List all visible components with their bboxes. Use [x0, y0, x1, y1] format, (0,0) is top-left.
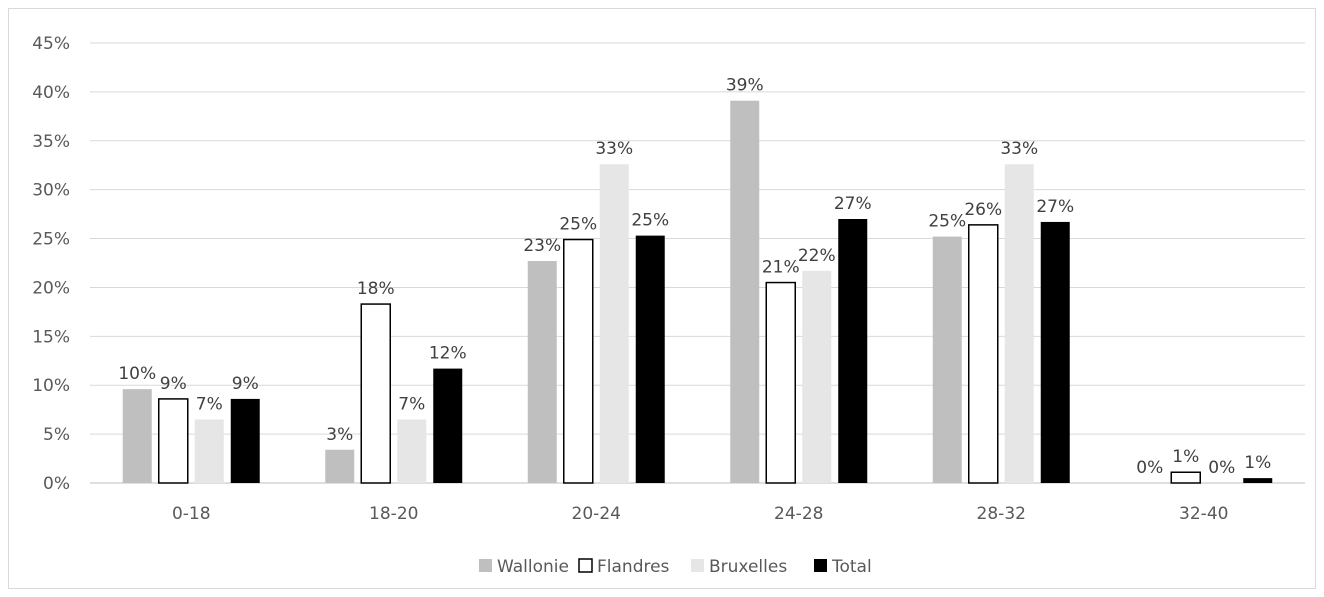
- y-tick-label: 0%: [43, 474, 70, 494]
- bar-total-24-28: [838, 219, 868, 483]
- bar-flandres-20-24: [563, 238, 594, 484]
- bar-total-18-20: [433, 368, 463, 483]
- data-label: 21%: [762, 258, 800, 278]
- bar-total-0-18: [230, 398, 260, 483]
- bar-wallonie-24-28: [730, 100, 760, 483]
- x-tick-label: 32-40: [1179, 504, 1228, 524]
- x-tick-label: 28-32: [977, 504, 1026, 524]
- data-label: 25%: [559, 215, 597, 235]
- bars: [122, 100, 1273, 484]
- x-tick-label: 20-24: [572, 504, 621, 524]
- data-label: 9%: [160, 374, 187, 394]
- y-tick-label: 35%: [32, 132, 70, 152]
- chart-frame: [8, 8, 1316, 589]
- data-label: 0%: [1208, 458, 1235, 478]
- data-label: 0%: [1136, 458, 1163, 478]
- bar-flandres-0-18: [158, 398, 189, 484]
- bar-wallonie-0-18: [122, 389, 152, 483]
- y-tick-label: 15%: [32, 327, 70, 347]
- legend-swatch-wallonie: [479, 559, 492, 572]
- data-label: 12%: [429, 344, 467, 364]
- legend: Wallonie Flandres Bruxelles Total: [479, 557, 872, 577]
- y-tick-label: 20%: [32, 278, 70, 298]
- y-tick-label: 5%: [43, 425, 70, 445]
- y-tick-label: 10%: [32, 376, 70, 396]
- bar-total-32-40: [1243, 478, 1273, 483]
- legend-swatch-flandres: [578, 558, 593, 573]
- data-label: 1%: [1244, 453, 1271, 473]
- bar-flandres-32-40: [1170, 471, 1201, 484]
- data-label: 26%: [964, 200, 1002, 220]
- data-label: 27%: [1036, 197, 1074, 217]
- y-tick-label: 25%: [32, 230, 70, 250]
- data-label: 22%: [798, 246, 836, 266]
- gridlines: [90, 42, 1305, 484]
- bar-flandres-28-32: [968, 224, 999, 484]
- bar-wallonie-28-32: [932, 236, 962, 483]
- data-label: 7%: [398, 394, 425, 414]
- bar-total-28-32: [1040, 221, 1070, 483]
- bar-bruxelles-20-24: [599, 164, 629, 483]
- bar-total-20-24: [635, 235, 665, 483]
- data-label: 10%: [118, 364, 156, 384]
- bar-bruxelles-18-20: [397, 419, 427, 483]
- data-label: 23%: [523, 236, 561, 256]
- data-label: 3%: [326, 425, 353, 445]
- data-label: 1%: [1172, 447, 1199, 467]
- y-tick-label: 30%: [32, 181, 70, 201]
- y-axis-tick-labels: 0% 5% 10% 15% 20% 25% 30% 35% 40% 45%: [32, 34, 70, 494]
- bar-flandres-24-28: [765, 281, 796, 484]
- x-tick-label: 18-20: [369, 504, 418, 524]
- y-tick-label: 45%: [32, 34, 70, 54]
- x-axis-tick-labels: 0-18 18-20 20-24 24-28 28-32 32-40: [172, 504, 1229, 524]
- x-tick-label: 24-28: [774, 504, 823, 524]
- bar-bruxelles-0-18: [194, 419, 224, 483]
- legend-swatch-bruxelles: [691, 559, 704, 572]
- data-label: 18%: [357, 279, 395, 299]
- data-label: 33%: [595, 139, 633, 159]
- data-label: 25%: [631, 211, 669, 231]
- y-tick-label: 40%: [32, 83, 70, 103]
- data-labels: 10% 9%7%9%3%18%7%12%23%25%33%25%39%21%22%…: [118, 76, 1271, 478]
- data-label: 33%: [1000, 139, 1038, 159]
- data-label: 27%: [834, 194, 872, 214]
- bar-bruxelles-28-32: [1004, 164, 1034, 483]
- legend-label-total: Total: [831, 557, 872, 577]
- bar-wallonie-18-20: [325, 449, 355, 483]
- legend-label-bruxelles: Bruxelles: [709, 557, 787, 577]
- bar-bruxelles-24-28: [802, 270, 832, 483]
- legend-label-wallonie: Wallonie: [497, 557, 569, 577]
- data-label: 7%: [196, 394, 223, 414]
- data-label: 9%: [232, 374, 259, 394]
- legend-swatch-total: [814, 559, 827, 572]
- bar-flandres-18-20: [360, 303, 391, 484]
- bar-wallonie-20-24: [527, 261, 557, 483]
- data-label: 39%: [726, 76, 764, 96]
- legend-label-flandres: Flandres: [597, 557, 670, 577]
- x-tick-label: 0-18: [172, 504, 211, 524]
- data-label: 25%: [928, 212, 966, 232]
